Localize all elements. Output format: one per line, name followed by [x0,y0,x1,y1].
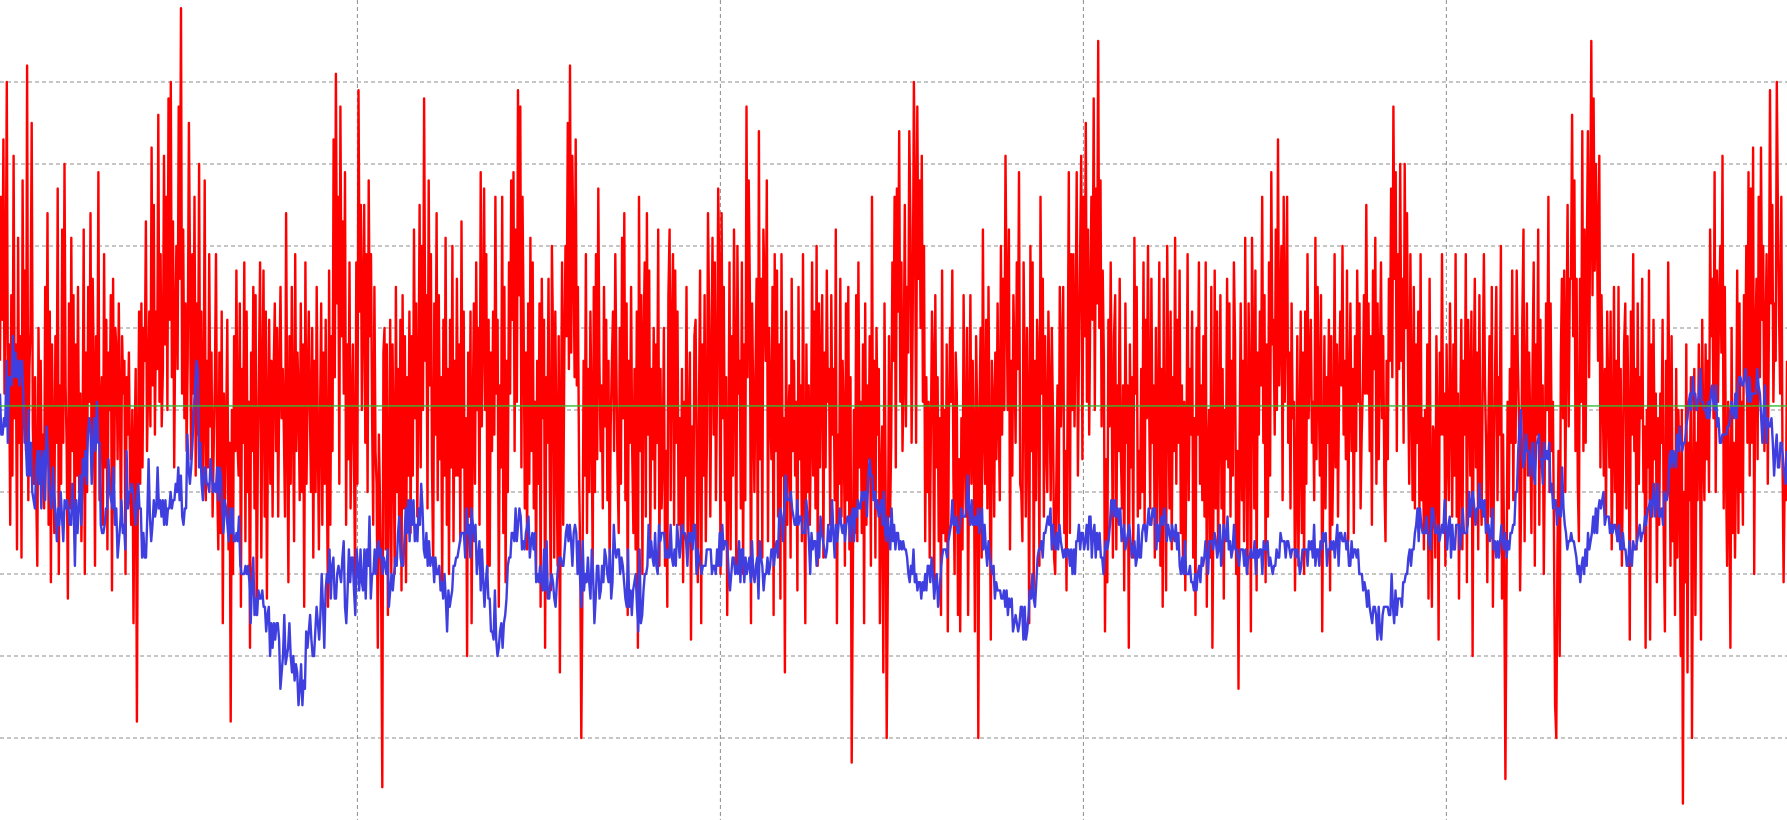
series-line-2 [0,335,1787,707]
series-line-1 [0,6,1787,805]
series-layer [0,6,1787,805]
